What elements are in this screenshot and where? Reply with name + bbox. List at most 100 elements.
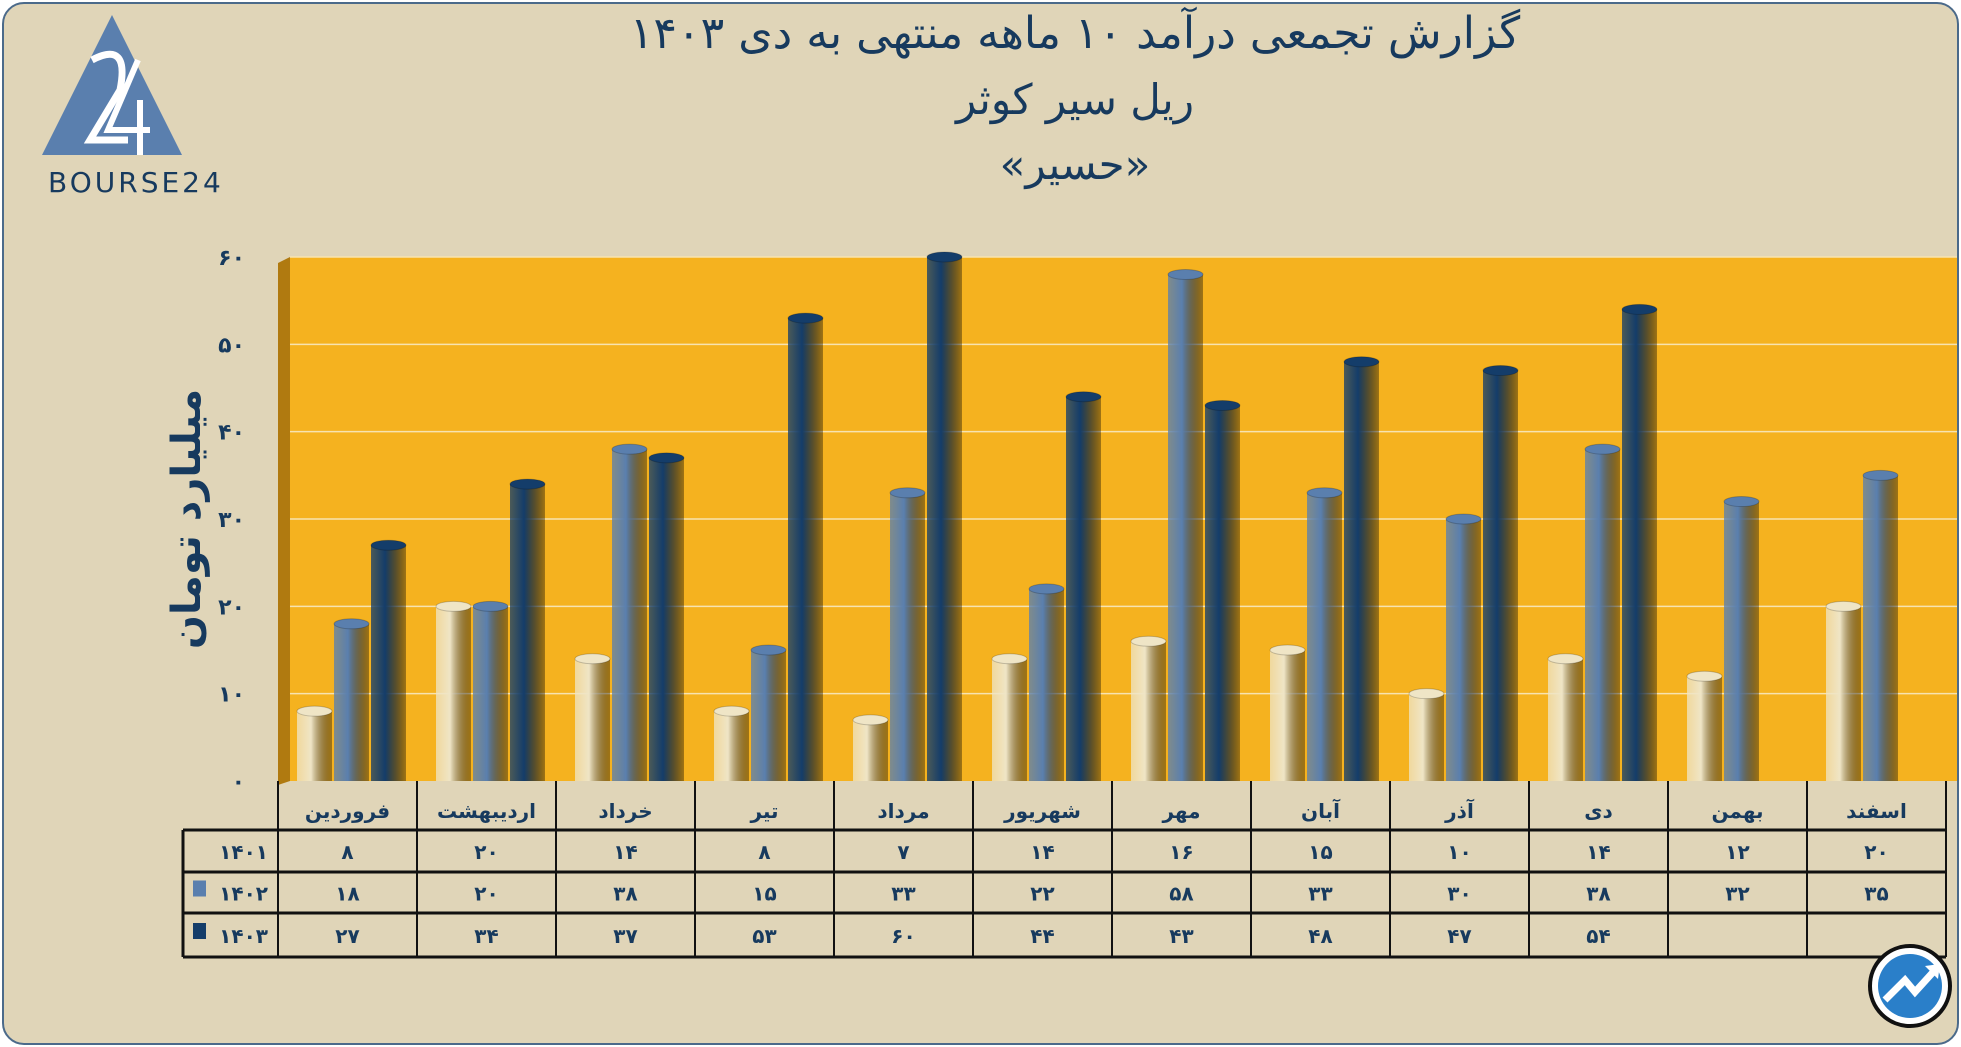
bar-top [1028, 583, 1065, 595]
bar-top [1408, 688, 1445, 700]
data-label: ۴۷ [1447, 924, 1471, 948]
data-label: ۵۴ [1586, 924, 1610, 948]
chart-subtitle: ریل سیر کوثر [955, 75, 1195, 124]
data-label: ۴۴ [1030, 924, 1054, 948]
bar-top [1130, 635, 1167, 647]
bar [575, 658, 610, 781]
bar [436, 606, 471, 781]
bar-top [787, 312, 824, 324]
bar-top [472, 600, 509, 612]
data-label: ۵۳ [752, 924, 776, 948]
bar-top [926, 251, 963, 263]
bar-top [1862, 469, 1899, 481]
bar [1446, 519, 1481, 781]
bar-top [296, 705, 333, 717]
x-category-label: شهریور [1003, 799, 1081, 823]
data-label: ۳۳ [1308, 882, 1332, 906]
legend-swatch [193, 880, 206, 897]
bar-top [370, 539, 407, 551]
legend-label: ۱۴۰۱ [219, 840, 268, 864]
data-label: ۸ [341, 840, 353, 864]
plot-side-wall [278, 257, 290, 785]
data-label: ۲۲ [1030, 882, 1054, 906]
data-label: ۲۰ [474, 840, 498, 864]
bar-top [509, 478, 546, 490]
data-label: ۳۳ [891, 882, 915, 906]
bar [1585, 449, 1620, 781]
data-label: ۲۰ [474, 882, 498, 906]
bar [853, 719, 888, 781]
y-tick-label: ۵۰ [218, 333, 245, 358]
x-category-label: اسفند [1846, 799, 1907, 823]
legend-swatch [193, 923, 206, 939]
data-label: ۳۸ [1586, 882, 1610, 906]
x-category-label: آبان [1301, 798, 1341, 823]
bar [1205, 405, 1240, 781]
x-category-label: اردیبهشت [437, 799, 536, 823]
x-category-label: دی [1584, 799, 1613, 823]
data-label: ۱۴ [1030, 840, 1054, 864]
bar-top [1584, 443, 1621, 455]
y-tick-label: ۴۰ [218, 421, 245, 446]
bar [1344, 361, 1379, 781]
bar-top [713, 705, 750, 717]
bar [1029, 588, 1064, 781]
x-category-label: فروردین [305, 799, 390, 823]
x-category-label: مرداد [877, 799, 929, 823]
y-tick-label: ۲۰ [218, 595, 245, 620]
bar [1307, 492, 1342, 781]
data-label: ۱۲ [1725, 840, 1749, 864]
data-label: ۴۳ [1169, 924, 1193, 948]
y-tick-label: ۳۰ [218, 508, 245, 533]
chart-ticker: «حسیر» [999, 140, 1151, 189]
y-tick-label: ۶۰ [218, 246, 245, 271]
bar-top [1065, 391, 1102, 403]
bar-top [1445, 513, 1482, 525]
bar [649, 457, 684, 781]
bar-top [1343, 356, 1380, 368]
bar [510, 484, 545, 781]
data-label: ۸ [758, 840, 770, 864]
bar [1622, 309, 1657, 781]
data-label: ۳۸ [613, 882, 637, 906]
bar [297, 711, 332, 781]
logo-text: BOURSE24 [48, 166, 224, 199]
data-label: ۱۶ [1169, 840, 1193, 864]
bar [1131, 641, 1166, 781]
bar-top [648, 452, 685, 464]
bar-top [1204, 399, 1241, 411]
bar-top [1686, 670, 1723, 682]
data-label: ۱۵ [1308, 840, 1332, 864]
data-label: ۲۰ [1864, 840, 1888, 864]
y-tick-label: ۱۰ [218, 683, 245, 708]
x-category-label: بهمن [1711, 799, 1763, 823]
bar [334, 623, 369, 781]
bourse24-logo [42, 15, 182, 155]
bar-top [852, 714, 889, 726]
x-category-label: تیر [749, 799, 778, 823]
x-category-label: مهر [1161, 799, 1200, 823]
data-label: ۶۰ [891, 924, 915, 948]
bar-top [1825, 600, 1862, 612]
legend-label: ۱۴۰۲ [219, 882, 268, 906]
bar-top [1269, 644, 1306, 656]
bar-top [611, 443, 648, 455]
data-label: ۱۴ [613, 840, 637, 864]
bar-top [435, 600, 472, 612]
y-tick-label: ۰ [232, 770, 245, 795]
data-label: ۳۴ [474, 924, 498, 948]
bar [371, 545, 406, 781]
y-axis-label: میلیارد تومان [164, 389, 210, 649]
bar [1826, 606, 1861, 781]
bar [1066, 396, 1101, 781]
bar-top [1482, 365, 1519, 377]
data-label: ۳۲ [1725, 882, 1749, 906]
data-label: ۱۰ [1447, 840, 1471, 864]
bar [992, 658, 1027, 781]
bar [1168, 274, 1203, 781]
bar-top [574, 653, 611, 665]
x-category-label: آذر [1444, 798, 1475, 823]
data-label: ۲۷ [335, 924, 359, 948]
bar [788, 318, 823, 781]
bar [1409, 693, 1444, 781]
